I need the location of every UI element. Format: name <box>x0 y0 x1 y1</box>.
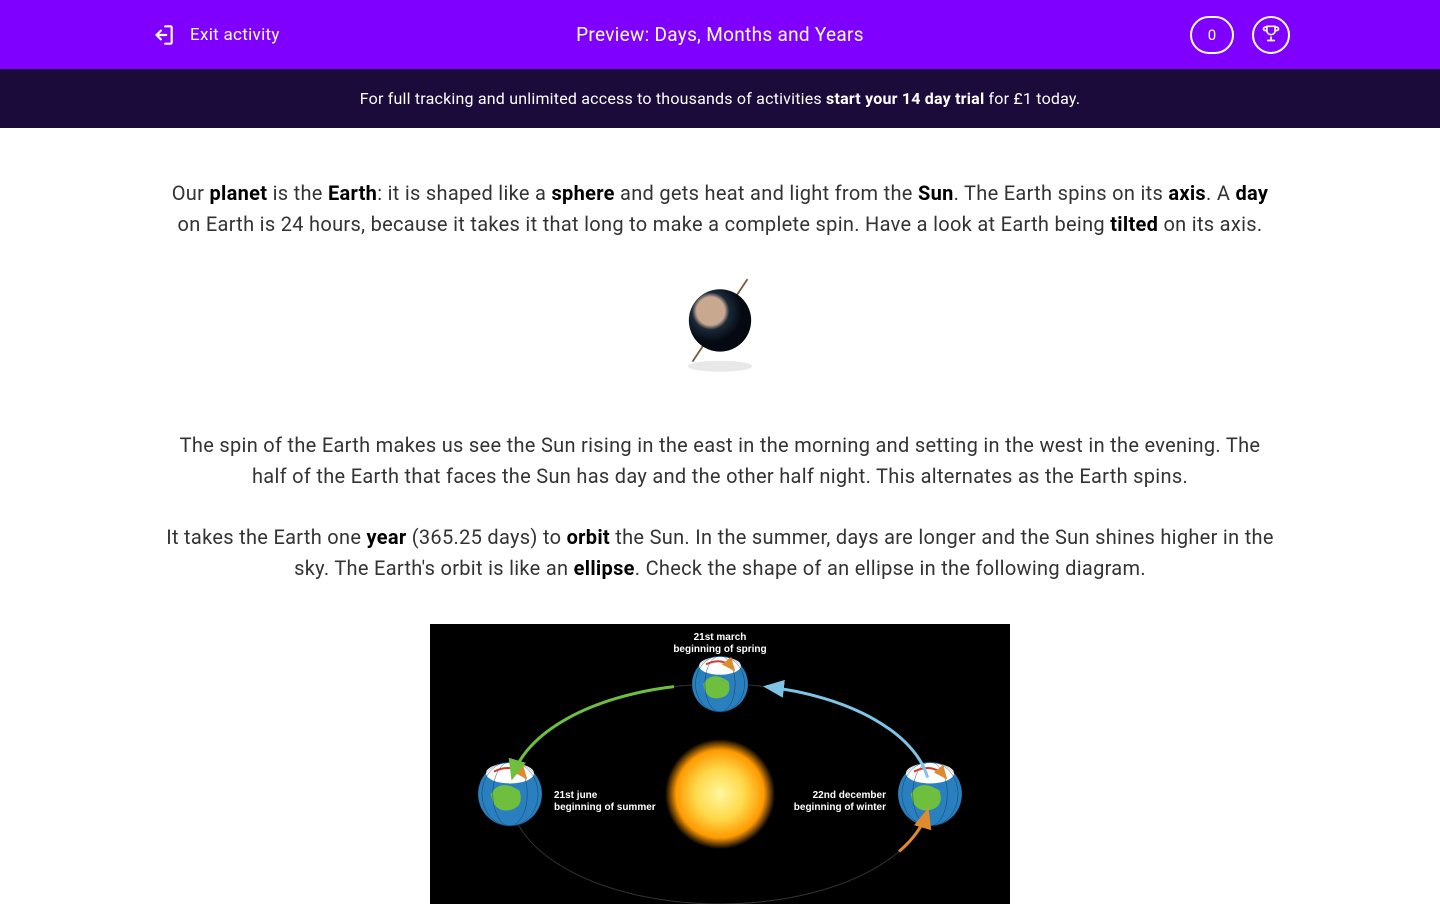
orbit-diagram: 21st marchbeginning of spring21st junebe… <box>430 624 1010 904</box>
text: It takes the Earth one <box>166 525 366 549</box>
page-title: Preview: Days, Months and Years <box>576 23 864 46</box>
exit-label: Exit activity <box>190 25 280 45</box>
text: is the <box>267 181 328 205</box>
banner-suffix: for £1 today. <box>984 89 1080 108</box>
orbit-ellipse-figure: 21st marchbeginning of spring21st junebe… <box>430 624 1010 904</box>
main-content: Our planet is the Earth: it is shaped li… <box>165 128 1275 904</box>
trophy-icon <box>1261 23 1281 47</box>
earth-tilted-figure <box>165 270 1275 380</box>
paragraph-2: The spin of the Earth makes us see the S… <box>165 430 1275 492</box>
bold-day: day <box>1235 181 1268 205</box>
text: . Check the shape of an ellipse in the f… <box>635 556 1146 580</box>
bold-sun: Sun <box>918 181 954 205</box>
paragraph-3: It takes the Earth one year (365.25 days… <box>165 522 1275 584</box>
text: on its axis. <box>1158 212 1262 236</box>
svg-text:beginning of winter: beginning of winter <box>794 802 886 813</box>
bold-sphere: sphere <box>551 181 614 205</box>
score-value: 0 <box>1208 26 1216 44</box>
banner-prefix: For full tracking and unlimited access t… <box>360 89 826 108</box>
svg-text:21st march: 21st march <box>694 632 747 643</box>
trophy-button[interactable] <box>1252 16 1290 54</box>
text: . A <box>1206 181 1235 205</box>
score-badge[interactable]: 0 <box>1190 16 1234 54</box>
svg-text:22nd december: 22nd december <box>813 790 886 801</box>
bold-planet: planet <box>209 181 267 205</box>
text: on Earth is 24 hours, because it takes i… <box>178 212 1111 236</box>
bold-earth: Earth <box>328 181 377 205</box>
header-actions: 0 <box>1190 16 1290 54</box>
bold-tilted: tilted <box>1110 212 1158 236</box>
text: and gets heat and light from the <box>615 181 918 205</box>
svg-text:beginning of spring: beginning of spring <box>673 644 766 655</box>
app-header: Exit activity Preview: Days, Months and … <box>0 0 1440 69</box>
text: : it is shaped like a <box>377 181 551 205</box>
bold-year: year <box>367 525 407 549</box>
paragraph-1: Our planet is the Earth: it is shaped li… <box>165 178 1275 240</box>
trial-banner[interactable]: For full tracking and unlimited access t… <box>0 69 1440 128</box>
text: . The Earth spins on its <box>954 181 1169 205</box>
exit-activity-button[interactable]: Exit activity <box>150 22 280 48</box>
svg-text:21st june: 21st june <box>554 790 598 801</box>
banner-bold: start your 14 day trial <box>826 89 984 108</box>
svg-text:beginning of summer: beginning of summer <box>554 802 656 813</box>
text: Our <box>172 181 210 205</box>
text: (365.25 days) to <box>406 525 566 549</box>
bold-orbit: orbit <box>567 525 610 549</box>
earth-image <box>665 270 775 380</box>
bold-ellipse: ellipse <box>574 556 635 580</box>
exit-icon <box>150 22 176 48</box>
bold-axis: axis <box>1168 181 1206 205</box>
